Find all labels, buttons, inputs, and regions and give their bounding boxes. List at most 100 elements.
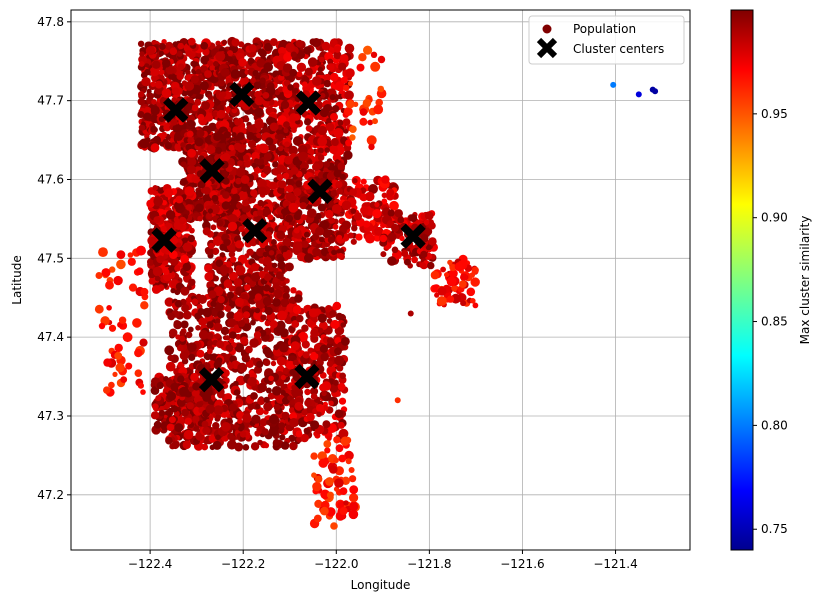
population-point [321,390,327,397]
population-point [98,322,106,330]
population-point [164,142,172,150]
population-point [284,278,290,284]
population-point [222,191,230,199]
x-axis-label: Longitude [351,578,411,592]
population-point [215,51,226,62]
population-point [225,261,233,268]
x-tick-label: −121.8 [407,557,451,571]
population-point [204,272,214,282]
population-point [313,343,322,351]
population-point [115,363,125,373]
population-point [317,125,328,136]
population-point [381,198,388,205]
population-point [306,412,315,422]
population-point [308,308,319,318]
population-point [127,257,136,266]
population-point [234,118,242,126]
population-point [375,98,384,107]
population-point [333,486,340,492]
population-point [155,395,162,402]
population-point [166,423,175,432]
population-point [652,88,659,95]
population-point [222,383,229,389]
population-point [278,256,285,263]
population-point [273,344,280,351]
population-point [610,81,617,88]
population-point [329,384,339,393]
population-point [312,481,322,492]
population-point [146,88,152,94]
population-point [193,425,200,432]
population-point [250,263,259,272]
population-point [181,304,190,313]
population-point [335,444,344,453]
population-point [327,58,334,65]
population-point [238,190,248,201]
population-point [282,249,293,260]
population-point [352,178,358,184]
population-point [338,428,349,439]
population-point [436,296,447,306]
population-point [420,250,428,258]
population-point [168,328,178,338]
population-point [320,92,326,99]
population-point [343,107,353,116]
population-point [288,202,299,213]
population-point [349,475,357,483]
population-point [236,202,243,209]
population-point [323,161,330,168]
population-point [201,101,211,110]
population-point [304,67,313,76]
population-point [349,493,359,503]
population-point [226,291,235,299]
population-point [251,152,260,161]
population-point [349,134,356,141]
population-point [257,397,266,406]
population-point [157,187,165,194]
population-point [189,227,195,234]
population-point [135,267,144,276]
population-point [300,214,307,221]
population-point [289,418,299,428]
population-point [170,405,179,413]
population-point [309,38,317,46]
population-point [195,203,204,213]
population-point [334,409,344,419]
population-point [304,388,311,396]
population-point [166,391,177,401]
population-point [177,344,184,352]
population-point [296,314,304,323]
population-point [250,442,260,451]
population-point [139,124,146,131]
population-point [140,301,149,310]
population-point [187,157,197,167]
population-point [170,118,178,126]
population-point [253,331,262,339]
population-point [227,221,238,232]
population-point [268,375,274,382]
population-point [179,351,189,361]
population-point [195,69,202,75]
population-point [394,397,401,404]
population-point [329,465,338,474]
population-point [244,357,250,363]
population-point [394,209,403,218]
population-point [116,250,126,259]
population-point [197,215,203,222]
population-point [366,135,377,146]
population-point [202,193,212,203]
population-point [229,331,237,340]
population-point [298,65,305,72]
population-point [254,96,264,106]
population-point [220,326,230,336]
population-point [301,240,309,248]
population-point [227,432,235,441]
population-point [316,411,322,418]
population-point [315,475,323,483]
population-point [428,237,437,246]
population-point [277,261,286,270]
population-point [256,132,262,139]
population-point [254,430,261,437]
population-point [460,273,468,282]
population-point [186,402,194,410]
